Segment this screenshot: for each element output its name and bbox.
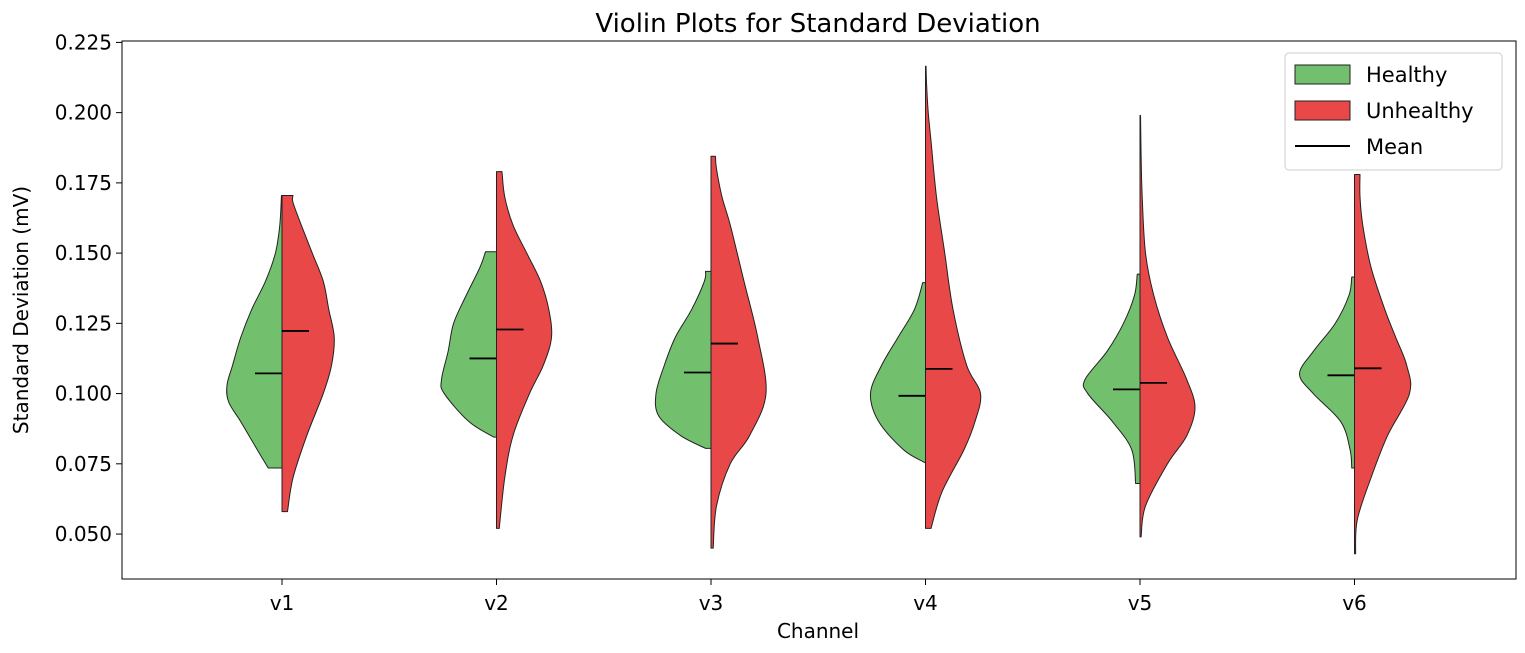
violin-healthy-v1: [226, 195, 283, 469]
violin-healthy-v2: [440, 251, 497, 438]
violin-unhealthy-v2: [496, 171, 553, 529]
legend: Healthy Unhealthy Mean: [1284, 52, 1503, 171]
x-tick-label: v4: [913, 591, 938, 615]
y-tick-label: 0.125: [55, 311, 112, 335]
y-tick-label: 0.050: [55, 522, 112, 546]
violin-healthy-v6: [1299, 276, 1355, 469]
x-tick-label: v5: [1128, 591, 1153, 615]
legend-swatch-healthy: [1294, 64, 1351, 85]
violin-unhealthy-v3: [710, 155, 767, 549]
x-tick-label: v2: [484, 591, 509, 615]
legend-label-healthy: Healthy: [1366, 63, 1447, 87]
plot-area: 0.050 0.075 0.100 0.125 0.150 0.175 0.200 0.225…: [55, 30, 1517, 615]
x-tick-label: v6: [1342, 591, 1367, 615]
violin-unhealthy-v1: [281, 195, 335, 513]
violin-unhealthy-v4: [925, 65, 982, 529]
chart-title: Violin Plots for Standard Deviation: [595, 9, 1040, 39]
violin-healthy-v3: [654, 270, 712, 449]
y-tick-label: 0.150: [55, 241, 112, 265]
violin-unhealthy-v5: [1139, 114, 1196, 538]
violin-healthy-v5: [1082, 273, 1141, 484]
y-tick-label: 0.175: [55, 171, 112, 195]
y-tick-label: 0.200: [55, 101, 112, 125]
axes-frame: [121, 40, 1517, 580]
x-tick-label: v3: [699, 591, 724, 615]
x-tick-label: v1: [270, 591, 295, 615]
legend-label-unhealthy: Unhealthy: [1366, 99, 1474, 123]
legend-swatch-unhealthy: [1294, 100, 1351, 121]
y-tick-label: 0.225: [55, 30, 112, 54]
x-axis-title: Channel: [777, 619, 859, 643]
y-tick-label: 0.100: [55, 382, 112, 406]
violin-unhealthy-v6: [1354, 173, 1412, 555]
y-tick-label: 0.075: [55, 452, 112, 476]
violin-healthy-v4: [869, 282, 926, 463]
y-axis-title: Standard Deviation (mV): [9, 186, 33, 434]
legend-label-mean: Mean: [1366, 135, 1423, 159]
